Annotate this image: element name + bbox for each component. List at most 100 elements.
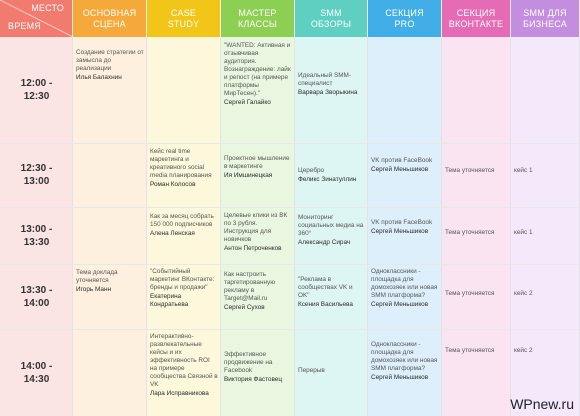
session-cell: "Событийный маркетинг ВКонтакте: бренды …: [147, 266, 221, 311]
session-title: Тема уточняется: [445, 290, 495, 297]
session-speaker: Сергей Меньшиков: [371, 301, 429, 308]
column-header-5: СЕКЦИЯ ВКОНТАКТЕ: [442, 0, 511, 37]
column-header-label: СЕКЦИЯ PRO: [385, 7, 424, 29]
session-cell: Одноклассники - площадка для домохозяек …: [368, 339, 442, 384]
column-header-1: CASE STUDY: [147, 0, 221, 37]
session-speaker: Екатерина Кондратьева: [150, 293, 189, 308]
session-cell: Создание стратегии от замысла до реализа…: [73, 47, 147, 84]
time-slot-line: 12:00 -: [20, 78, 53, 89]
session-title: Проектное мышление в маркетинге: [224, 155, 290, 170]
session-cell: VK против FaceBook Сергей Меньшиков: [368, 217, 442, 238]
session-cell: кейс 1: [511, 165, 580, 177]
session-speaker: Алена Ленская: [150, 230, 195, 237]
session-title: Целевые клики из ВК по 3 рубля. Инструкц…: [224, 212, 288, 243]
session-speaker: Варвара Зворыкина: [298, 89, 358, 96]
column-header-2: МАСТЕР КЛАССЫ: [221, 0, 295, 37]
session-cell: кейс 2: [511, 345, 580, 357]
session-title: Тема уточняется: [445, 167, 495, 174]
session-cell: кейс 1: [511, 227, 580, 239]
session-title: Эффективное продвижение на Facebook: [224, 351, 273, 374]
session-speaker: Игорь Манн: [76, 286, 112, 293]
session-title: Одноклассники - площадка для домохозяек …: [371, 341, 438, 372]
column-header-label: СЕКЦИЯ ВКОНТАКТЕ: [448, 7, 504, 29]
session-title: "Реклама в сообществах VK и OK": [298, 276, 353, 299]
session-cell: Перерыв: [295, 365, 368, 377]
session-speaker: Лара Исправникова: [150, 390, 209, 397]
time-slot: 14:00 -14:30: [0, 329, 73, 416]
time-slot: 12:30 - 13:00: [0, 143, 73, 207]
row-separator: [0, 329, 580, 330]
column-body-2: [221, 37, 295, 416]
time-slot-line: 14:00 -: [20, 360, 53, 372]
session-title: Мониторинг социальных медиа на 360°: [298, 214, 364, 237]
session-cell: Тема доклада уточняется Игорь Манн: [73, 267, 147, 296]
column-header-label: CASE STUDY: [167, 7, 200, 29]
session-speaker: Сергей Сухов: [224, 304, 265, 311]
session-cell: кейс 2: [511, 288, 580, 300]
time-header-label: ВРЕМЯ: [8, 21, 42, 31]
time-column: [0, 37, 73, 416]
session-title: кейс 2: [514, 290, 533, 297]
session-cell: Идеальный SMM-специалист Варвара Зворыкин…: [295, 70, 368, 99]
session-cell: Эффективное продвижение на Facebook Викто…: [221, 349, 295, 386]
session-speaker: Сергей Галайко: [224, 99, 271, 106]
session-cell: Одноклассники - площадка для домохозяек …: [368, 266, 442, 311]
column-header-label: ОСНОВНАЯ СЦЕНА: [82, 7, 137, 29]
session-title: Тема уточняется: [445, 229, 495, 236]
session-speaker: Илья Балахнин: [76, 74, 122, 81]
session-title: кейс 1: [514, 167, 533, 174]
session-cell: "WANTED: Активная и отзывчивая аудитория…: [221, 40, 295, 109]
session-cell: "Реклама в сообществах VK и OK" Ксения Ва…: [295, 274, 368, 311]
session-title: VK против FaceBook: [371, 157, 433, 164]
column-body-4: [368, 37, 442, 416]
session-cell: Церебро Феликс Зинатуллин: [295, 165, 368, 186]
session-title: кейс 2: [514, 347, 533, 354]
session-title: Создание стратегии от замысла до реализа…: [76, 49, 144, 72]
session-cell: Проектное мышление в маркетинге Ия Имшине…: [221, 153, 295, 182]
column-body-5: [442, 37, 511, 416]
time-slot-line: 14:00: [23, 297, 50, 309]
time-slot: 13:00 -13:30: [0, 207, 73, 264]
time-slot-line: 13:30: [23, 236, 50, 248]
row-separator: [0, 264, 580, 265]
session-speaker: Сергей Меньшиков: [371, 228, 429, 235]
session-title: Тема доклада уточняется: [76, 269, 118, 284]
column-header-label: SMM ОБЗОРЫ: [310, 7, 352, 29]
session-cell: Как за месяц собрать 150 000 подписчиков…: [147, 211, 221, 240]
session-cell: Кейс real time маркетинга и креативного …: [147, 146, 221, 191]
session-cell: Целевые клики из ВК по 3 рубля. Инструкц…: [221, 210, 295, 255]
session-speaker: Сергей Меньшиков: [371, 374, 429, 381]
column-header-label: МАСТЕР КЛАССЫ: [237, 7, 278, 29]
session-title: Тема уточняется: [445, 347, 495, 354]
session-speaker: Сергей Меньшиков: [371, 166, 429, 173]
corner-divider: [0, 0, 72, 37]
session-cell: Тема уточняется: [442, 345, 511, 357]
column-body-3: [295, 37, 368, 416]
time-slot-line: 13:00: [23, 176, 50, 187]
session-speaker: Ксения Васильева: [298, 301, 353, 308]
column-body-0: [73, 37, 147, 416]
session-speaker: Феликс Зинатуллин: [298, 176, 357, 183]
session-cell: Тема уточняется: [442, 165, 511, 177]
time-slot-line: 12:30 -: [20, 163, 53, 174]
column-body-1: [147, 37, 221, 416]
place-header-label: МЕСТО: [31, 3, 64, 13]
session-cell: Как настроить таргетированную рекламу в …: [221, 269, 295, 314]
column-header-3: SMM ОБЗОРЫ: [295, 0, 368, 37]
row-separator: [0, 207, 580, 208]
session-title: Как настроить таргетированную рекламу в …: [224, 271, 276, 302]
session-title: Перерыв: [298, 367, 325, 374]
session-cell: Тема уточняется: [442, 288, 511, 300]
session-title: кейс 1: [514, 229, 533, 236]
time-slot: 12:00 - 12:30: [0, 37, 73, 143]
session-cell: VK против FaceBook Сергей Меньшиков: [368, 155, 442, 176]
session-cell: Интерактивно-развлекательные кейсы и их …: [147, 331, 221, 400]
session-title: Как за месяц собрать 150 000 подписчиков: [150, 213, 214, 228]
session-speaker: Роман Колосов: [150, 181, 196, 188]
session-title: "WANTED: Активная и отзывчивая аудитория…: [224, 42, 291, 97]
time-slot-line: 12:30: [23, 91, 50, 102]
time-slot: 13:30 -14:00: [0, 264, 73, 329]
session-speaker: Антон Петроченков: [224, 245, 282, 252]
session-title: Церебро: [298, 167, 325, 174]
